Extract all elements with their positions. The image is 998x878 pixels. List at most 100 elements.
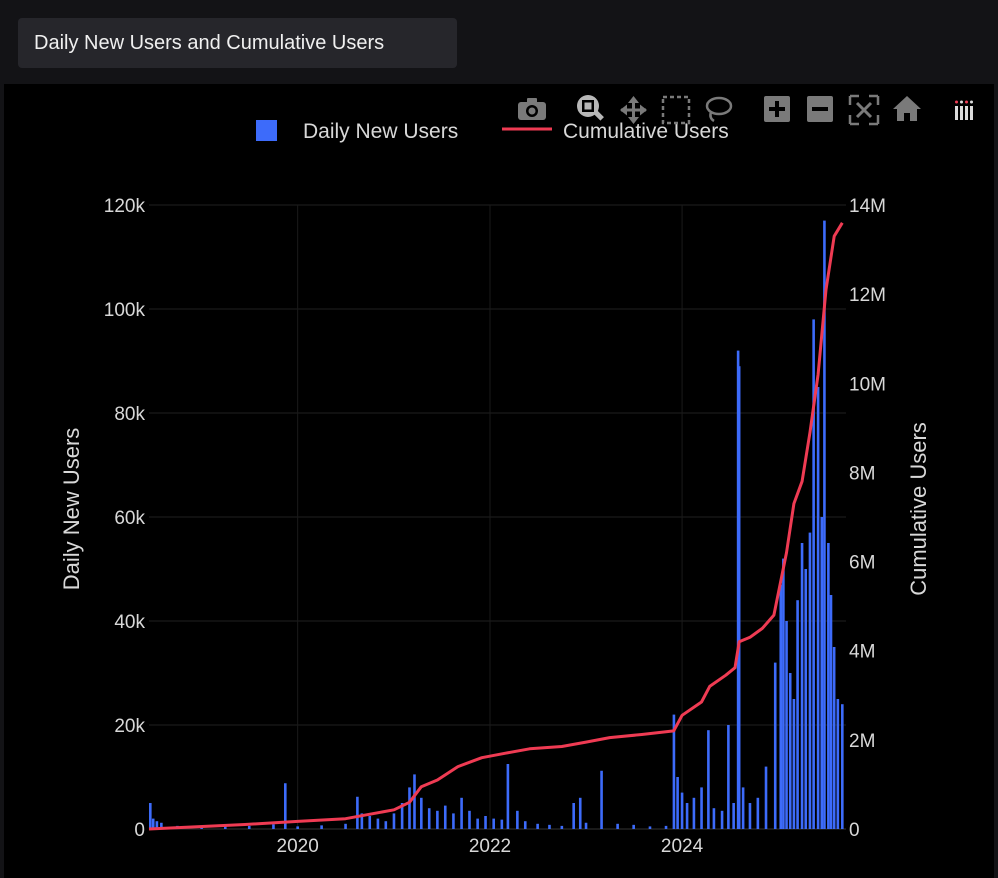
bar[interactable] [155, 821, 159, 829]
bar[interactable] [413, 774, 416, 829]
bar[interactable] [523, 821, 527, 829]
bar[interactable] [344, 823, 347, 829]
lasso-icon[interactable] [705, 96, 733, 123]
bar[interactable] [812, 319, 815, 829]
bar[interactable] [732, 803, 735, 829]
bar[interactable] [841, 704, 844, 829]
bar[interactable] [829, 595, 833, 829]
bar[interactable] [823, 220, 826, 830]
bar[interactable] [720, 810, 724, 829]
bar[interactable] [283, 783, 287, 829]
bar[interactable] [484, 816, 487, 829]
bar[interactable] [356, 796, 359, 829]
bar[interactable] [788, 673, 792, 829]
x-tick-label: 2022 [469, 836, 511, 857]
bar[interactable] [476, 818, 479, 829]
zoom-out-icon[interactable] [807, 96, 833, 122]
bar[interactable] [548, 824, 551, 829]
bar[interactable] [808, 532, 812, 829]
zoom-icon[interactable] [577, 95, 604, 121]
bar[interactable] [536, 823, 539, 829]
bar[interactable] [368, 816, 372, 829]
bar[interactable] [578, 797, 582, 829]
bar[interactable] [782, 558, 785, 829]
plotly-logo-icon[interactable] [955, 100, 973, 121]
bar[interactable] [436, 810, 439, 829]
bar[interactable] [685, 803, 689, 829]
bar[interactable] [408, 787, 411, 829]
bar[interactable] [584, 822, 588, 829]
legend[interactable]: Daily New Users Cumulative Users [256, 120, 729, 143]
bar[interactable] [420, 797, 423, 829]
pan-icon[interactable] [620, 96, 647, 124]
bar[interactable] [149, 803, 152, 829]
bar[interactable] [492, 818, 495, 829]
bar[interactable] [443, 805, 447, 829]
bar[interactable] [800, 543, 804, 829]
bar[interactable] [741, 787, 745, 829]
bar[interactable] [779, 584, 783, 829]
bar[interactable] [296, 826, 299, 829]
bar[interactable] [500, 819, 504, 829]
bar[interactable] [160, 822, 163, 829]
bar[interactable] [827, 543, 830, 829]
bar[interactable] [400, 803, 404, 829]
bar[interactable] [764, 766, 768, 829]
bar[interactable] [272, 824, 275, 829]
bar[interactable] [773, 662, 777, 829]
bar[interactable] [616, 823, 619, 829]
x-tick-label: 2024 [661, 836, 704, 857]
box-select-icon[interactable] [661, 95, 691, 125]
chart-svg: 0 20k 40k 60k 80k 100k 120k 0 2M 4M 6M 8M 10M 12M 14M 2… [59, 94, 973, 857]
bar[interactable] [460, 797, 463, 829]
y-tick-label: 0 [134, 820, 145, 841]
bar[interactable] [700, 787, 703, 829]
bar[interactable] [712, 808, 716, 829]
bar[interactable] [836, 699, 840, 829]
bar[interactable] [632, 824, 635, 829]
bar[interactable] [452, 813, 455, 829]
bar[interactable] [572, 803, 575, 829]
bar[interactable] [707, 730, 710, 829]
legend-label-bar[interactable]: Daily New Users [303, 120, 458, 143]
chart-title: Daily New Users and Cumulative Users [34, 31, 385, 54]
bar[interactable] [392, 813, 396, 829]
bar[interactable] [727, 725, 730, 829]
bar[interactable] [427, 808, 431, 829]
camera-icon[interactable] [518, 98, 546, 120]
bar[interactable] [384, 821, 388, 829]
bar[interactable] [748, 803, 752, 829]
autoscale-icon[interactable] [848, 94, 880, 126]
bar[interactable] [151, 818, 155, 829]
bar[interactable] [820, 517, 824, 829]
bar[interactable] [785, 621, 788, 829]
bar[interactable] [676, 777, 679, 829]
bar[interactable] [468, 810, 471, 829]
bar[interactable] [600, 770, 603, 829]
line-series [148, 222, 844, 831]
bar[interactable] [247, 825, 251, 829]
bar[interactable] [320, 825, 323, 829]
bar[interactable] [737, 366, 741, 829]
bar[interactable] [672, 714, 676, 829]
bar[interactable] [360, 813, 364, 829]
bar[interactable] [756, 797, 760, 829]
bar[interactable] [816, 387, 820, 829]
zoom-in-icon[interactable] [764, 96, 790, 122]
bar[interactable] [796, 600, 799, 829]
bar[interactable] [692, 797, 696, 829]
bar[interactable] [648, 826, 652, 829]
bar[interactable] [832, 647, 836, 829]
bar[interactable] [560, 825, 564, 829]
home-icon[interactable] [893, 96, 921, 121]
bar[interactable] [506, 764, 510, 829]
legend-label-line[interactable]: Cumulative Users [563, 120, 729, 143]
bar[interactable] [224, 826, 227, 829]
bar[interactable] [664, 825, 668, 829]
bar[interactable] [804, 569, 808, 829]
bar[interactable] [792, 699, 796, 829]
bar[interactable] [516, 810, 519, 829]
bar[interactable] [376, 818, 380, 829]
bar[interactable] [680, 792, 684, 829]
cumulative-line[interactable] [148, 222, 844, 831]
